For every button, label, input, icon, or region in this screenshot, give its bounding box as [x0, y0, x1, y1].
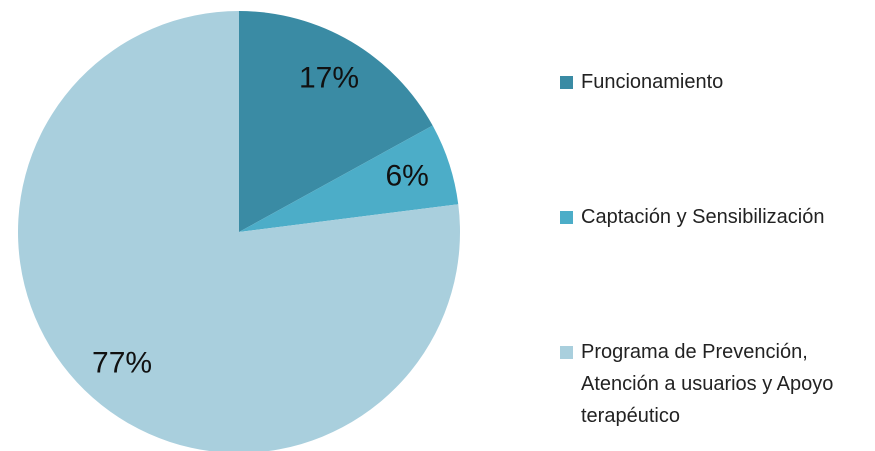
legend: Funcionamiento Captación y Sensibilizació…	[560, 66, 865, 432]
legend-swatch	[560, 76, 573, 89]
legend-item: Programa de Prevención, Atención a usuar…	[560, 336, 865, 432]
legend-item: Captación y Sensibilización	[560, 201, 865, 233]
pie-slice	[239, 125, 459, 232]
legend-label: Captación y Sensibilización	[581, 206, 825, 228]
data-label: 77%	[92, 347, 152, 380]
data-label: 6%	[385, 159, 428, 192]
pie-slice	[239, 11, 433, 232]
legend-item: Funcionamiento	[560, 66, 865, 98]
pie-slice	[18, 11, 460, 451]
data-label: 17%	[299, 62, 359, 95]
legend-swatch	[560, 346, 573, 359]
legend-swatch	[560, 211, 573, 224]
chart: 17% 6% 77%	[18, 11, 460, 451]
legend-label: Funcionamiento	[581, 71, 724, 93]
legend-label: Programa de Prevención, Atención a usuar…	[581, 341, 834, 427]
